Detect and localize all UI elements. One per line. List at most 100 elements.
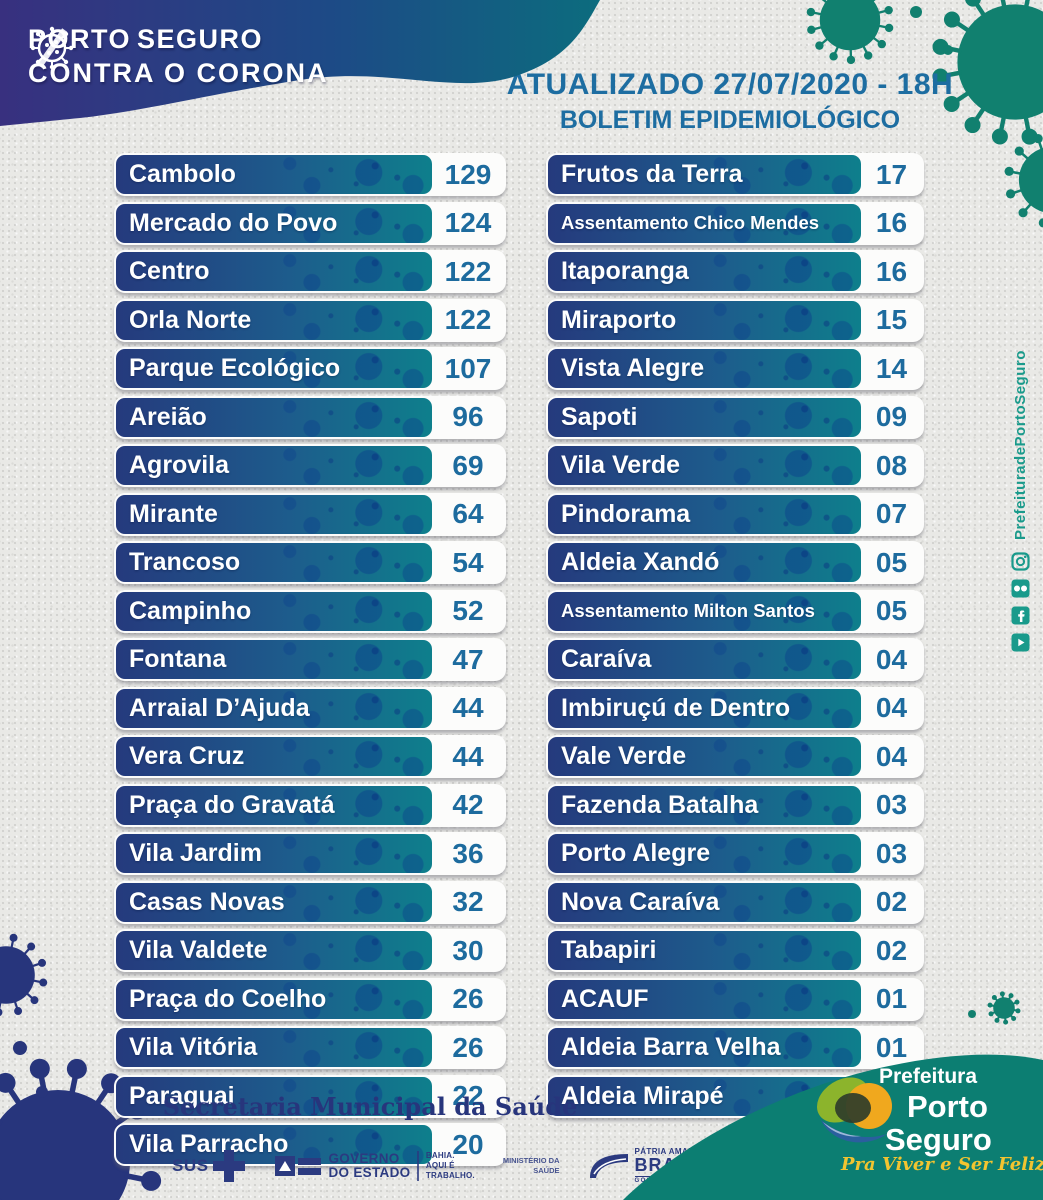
- ministerio-line2: SAÚDE: [533, 1166, 560, 1175]
- case-count: 04: [875, 692, 908, 723]
- locality-name: Mercado do Povo: [129, 208, 338, 237]
- case-bar: Porto Alegre: [548, 834, 861, 873]
- case-bar: Arraial D’Ajuda: [116, 688, 432, 728]
- case-bar: Parque Ecológico: [116, 349, 432, 388]
- ministerio-line1: MINISTÉRIO DA: [502, 1156, 560, 1166]
- case-count: 05: [875, 595, 908, 626]
- case-bar: Sapoti: [548, 397, 861, 437]
- case-count: 14: [875, 352, 908, 384]
- case-count: 64: [452, 498, 484, 529]
- case-bar: Vista Alegre: [548, 349, 861, 388]
- case-row: Tabapiri 02: [546, 929, 924, 972]
- case-count: 04: [875, 643, 908, 675]
- case-bar: Fontana: [116, 640, 432, 679]
- case-bar: Praça do Coelho: [116, 979, 432, 1019]
- case-row: Vila Vitória 26: [114, 1026, 506, 1069]
- case-count: 30: [452, 934, 484, 966]
- case-bar: Vila Verde: [548, 446, 861, 485]
- locality-name: Trancoso: [129, 548, 241, 576]
- case-row: Vila Verde 08: [546, 444, 924, 487]
- case-count: 03: [875, 789, 908, 820]
- case-row: Vista Alegre 14: [546, 347, 924, 390]
- case-bar: Campinho: [116, 591, 432, 631]
- case-count: 15: [875, 304, 908, 335]
- logo-porto: PORTO: [28, 24, 132, 54]
- case-count: 17: [875, 158, 908, 190]
- locality-name: Pindorama: [561, 499, 691, 528]
- case-bar: Aldeia Xandó: [548, 543, 861, 582]
- banner-wave-shape: [0, 0, 600, 126]
- case-count: 124: [444, 207, 492, 238]
- case-row: Mercado do Povo 124: [114, 201, 506, 245]
- case-row: Vale Verde 04: [546, 735, 924, 778]
- locality-name: Cambolo: [129, 160, 236, 188]
- prefeitura-label: Prefeitura: [879, 1065, 978, 1088]
- case-bar: Assentamento Milton Santos: [548, 591, 861, 631]
- case-bar: Frutos da Terra: [548, 155, 861, 194]
- case-count: 26: [452, 1031, 484, 1063]
- locality-name: Fazenda Batalha: [561, 790, 759, 819]
- case-count: 69: [452, 449, 484, 481]
- logo-seguro: SEGURO: [137, 24, 264, 54]
- locality-name: Mirante: [129, 499, 218, 528]
- secretariat-title: Secretaria Municipal da Saúde: [162, 1092, 578, 1121]
- social-handle: PrefeituradePortoSeguro: [1012, 350, 1029, 540]
- case-row: Vera Cruz 44: [114, 735, 506, 778]
- case-count: 122: [444, 304, 492, 335]
- case-row: Imbiruçú de Dentro 04: [546, 686, 924, 730]
- locality-name: Caraíva: [561, 645, 652, 673]
- locality-name: Fontana: [129, 645, 227, 673]
- case-row: Vila Parracho 20: [114, 1123, 506, 1166]
- case-count: 32: [452, 886, 484, 917]
- locality-name: Vila Vitória: [129, 1033, 258, 1061]
- locality-name: Vila Jardim: [129, 839, 262, 867]
- locality-name: Aldeia Barra Velha: [561, 1033, 781, 1061]
- case-row: Centro 122: [114, 250, 506, 293]
- case-count: 01: [875, 1031, 908, 1063]
- virus-icon: [30, 26, 74, 70]
- instagram-icon: [1011, 552, 1030, 571]
- case-row: Arraial D’Ajuda 44: [114, 686, 506, 730]
- locality-name: Praça do Coelho: [129, 984, 327, 1013]
- case-bar: Vale Verde: [548, 737, 861, 776]
- case-count: 02: [875, 934, 908, 966]
- case-row: Frutos da Terra 17: [546, 153, 924, 196]
- case-row: Mirante 64: [114, 492, 506, 536]
- case-row: Aldeia Barra Velha 01: [546, 1026, 924, 1069]
- case-row: Sapoti 09: [546, 395, 924, 439]
- case-bar: Trancoso: [116, 543, 432, 582]
- case-bar: Fazenda Batalha: [548, 785, 861, 825]
- case-row: Miraporto 15: [546, 298, 924, 342]
- case-bar: Aldeia Barra Velha: [548, 1028, 861, 1067]
- governo-line1: GOVERNO: [328, 1150, 400, 1166]
- case-row: Agrovila 69: [114, 444, 506, 487]
- case-row: Nova Caraíva 02: [546, 880, 924, 924]
- governo-estado-label: GOVERNO DO ESTADO: [328, 1150, 410, 1180]
- locality-name: Sapoti: [561, 402, 638, 431]
- case-count: 20: [452, 1128, 484, 1160]
- case-bar: Pindorama: [548, 494, 861, 534]
- case-count: 47: [452, 643, 484, 675]
- case-row: ACAUF 01: [546, 977, 924, 1021]
- case-row: Fontana 47: [114, 638, 506, 681]
- case-row: Trancoso 54: [114, 541, 506, 584]
- case-count: 52: [452, 595, 484, 626]
- bahia-flag-icon: [275, 1156, 322, 1176]
- case-row: Assentamento Chico Mendes 16: [546, 201, 924, 245]
- locality-name: Aldeia Mirapé: [561, 1081, 724, 1110]
- case-row: Porto Alegre 03: [546, 832, 924, 875]
- youtube-icon: [1011, 633, 1030, 652]
- case-row: Vila Jardim 36: [114, 832, 506, 875]
- locality-name: Assentamento Milton Santos: [561, 599, 815, 621]
- case-bar: Imbiruçú de Dentro: [548, 688, 861, 728]
- locality-name: Parque Ecológico: [129, 354, 341, 382]
- locality-name: Vista Alegre: [561, 354, 705, 382]
- blob-shape: [623, 1054, 1043, 1200]
- locality-name: Arraial D’Ajuda: [129, 693, 310, 722]
- case-bar: Casas Novas: [116, 882, 432, 922]
- header-banner: PORTO: [0, 0, 620, 140]
- case-bar: Centro: [116, 252, 432, 291]
- bahia-line3: TRABALHO.: [425, 1171, 475, 1180]
- locality-name: Nova Caraíva: [561, 887, 720, 916]
- locality-name: Praça do Gravatá: [129, 790, 335, 819]
